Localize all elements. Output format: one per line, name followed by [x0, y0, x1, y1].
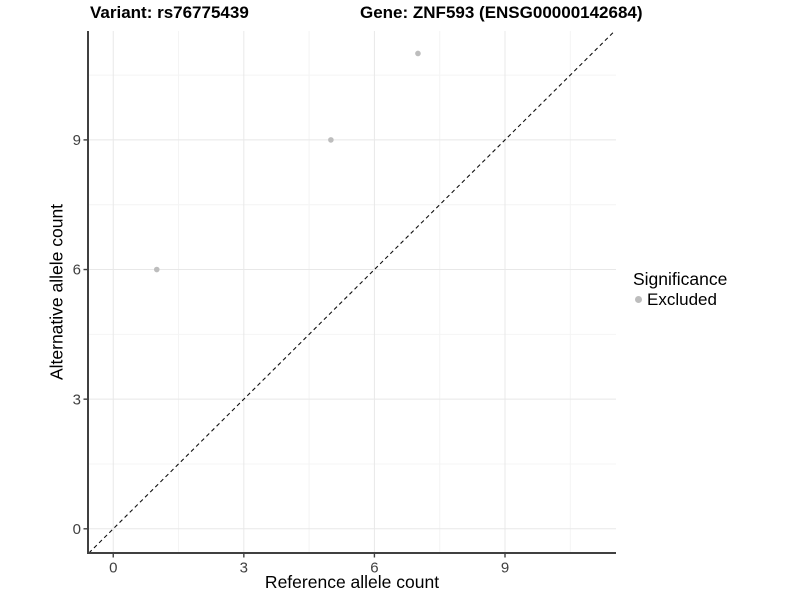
y-axis-title: Alternative allele count	[46, 203, 67, 381]
data-point	[415, 50, 421, 57]
variant-title: Variant: rs76775439	[90, 3, 249, 22]
identity-dashed-line	[88, 30, 616, 554]
x-tick-label: 0	[109, 560, 117, 577]
x-tick-label: 3	[240, 560, 248, 577]
legend-title: Significance	[633, 269, 728, 289]
data-point	[153, 266, 160, 273]
data-point	[328, 137, 334, 143]
excluded-point-swatch	[635, 296, 642, 303]
x-axis-title: Reference allele count	[264, 572, 440, 592]
y-tick-label: 6	[73, 262, 81, 279]
y-tick-label: 9	[73, 132, 81, 149]
gene-title: Gene: ZNF593 (ENSG00000142684)	[360, 3, 643, 22]
x-tick-label: 9	[501, 560, 509, 577]
y-tick-label: 3	[73, 391, 81, 408]
legend: Significance Excluded	[633, 269, 727, 309]
y-tick-label: 0	[73, 521, 81, 538]
legend-item-label: Excluded	[647, 290, 717, 309]
legend-item-excluded: Excluded	[633, 290, 727, 309]
x-tick-label: 6	[370, 560, 378, 577]
